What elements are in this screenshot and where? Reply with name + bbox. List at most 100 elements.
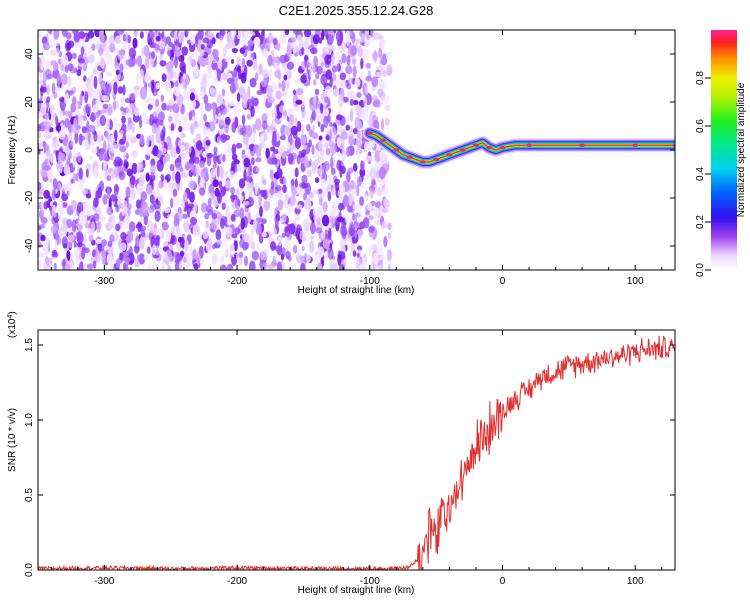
- noise-speckle: [212, 62, 219, 70]
- noise-speckle: [43, 189, 51, 199]
- noise-speckle: [253, 36, 261, 47]
- noise-speckle: [160, 174, 164, 180]
- noise-speckle: [357, 176, 362, 187]
- noise-speckle: [218, 153, 223, 162]
- noise-speckle: [374, 71, 382, 78]
- noise-speckle: [241, 58, 246, 67]
- spectrogram-x-tick-label: -100: [360, 276, 380, 287]
- noise-speckle: [233, 103, 241, 116]
- noise-speckle: [52, 59, 57, 72]
- noise-speckle: [117, 191, 122, 201]
- noise-speckle: [328, 128, 332, 142]
- noise-speckle: [266, 125, 272, 133]
- noise-speckle: [161, 148, 167, 154]
- signal-trace-peak: [579, 143, 586, 147]
- noise-speckle: [350, 45, 357, 56]
- noise-speckle: [346, 55, 351, 66]
- noise-speckle: [56, 168, 63, 174]
- noise-speckle: [313, 94, 317, 106]
- noise-speckle: [98, 72, 103, 82]
- noise-speckle: [195, 252, 201, 265]
- noise-speckle: [128, 252, 135, 265]
- noise-speckle: [161, 261, 166, 270]
- noise-speckle: [249, 77, 257, 88]
- noise-speckle: [283, 74, 288, 81]
- noise-speckle: [230, 213, 236, 222]
- noise-speckle: [292, 244, 298, 254]
- noise-speckle: [383, 199, 390, 208]
- noise-speckle: [136, 162, 141, 175]
- snr-frame: [37, 329, 676, 571]
- noise-speckle: [345, 146, 351, 157]
- noise-speckle: [321, 231, 326, 241]
- noise-speckle: [290, 125, 298, 136]
- noise-speckle: [221, 88, 226, 97]
- noise-speckle: [69, 90, 74, 96]
- signal-trace-peak: [393, 148, 400, 152]
- noise-speckle: [129, 102, 136, 116]
- noise-speckle: [299, 181, 307, 190]
- noise-speckle: [312, 124, 316, 131]
- noise-speckle: [272, 37, 278, 46]
- noise-speckle: [156, 159, 164, 172]
- noise-speckle: [41, 209, 45, 216]
- noise-speckle: [238, 86, 246, 95]
- noise-speckle: [197, 30, 204, 40]
- noise-speckle: [155, 35, 161, 42]
- noise-speckle: [212, 179, 219, 188]
- noise-speckle: [300, 263, 306, 270]
- noise-speckle: [321, 178, 327, 188]
- spectrogram-y-axis: -40 -20 0 20 40: [24, 48, 675, 253]
- noise-speckle: [263, 200, 271, 212]
- noise-speckle: [95, 238, 103, 244]
- noise-speckle: [174, 50, 181, 57]
- noise-speckle: [241, 229, 247, 239]
- noise-speckle: [306, 254, 311, 263]
- noise-speckle: [300, 74, 307, 84]
- noise-speckle: [314, 159, 319, 170]
- noise-speckle: [166, 105, 170, 111]
- noise-speckle: [366, 34, 370, 40]
- noise-speckle: [78, 167, 84, 180]
- noise-speckle: [274, 218, 279, 231]
- noise-speckle: [173, 86, 181, 97]
- noise-speckle: [277, 236, 283, 247]
- noise-speckle: [237, 124, 244, 135]
- noise-speckle: [371, 76, 379, 88]
- noise-speckle: [360, 33, 366, 44]
- spectrogram-x-tick-label: 100: [627, 276, 644, 287]
- spectrogram-x-tick-label: -300: [94, 276, 114, 287]
- noise-speckle: [122, 218, 130, 231]
- noise-speckle: [381, 221, 387, 229]
- noise-speckle: [96, 146, 100, 157]
- noise-speckle: [68, 40, 75, 48]
- noise-speckle: [135, 235, 140, 248]
- noise-speckle: [242, 133, 249, 145]
- noise-speckle: [341, 244, 346, 254]
- noise-speckle: [261, 79, 267, 88]
- noise-speckle: [72, 96, 77, 105]
- noise-speckle: [54, 239, 58, 250]
- noise-speckle: [231, 256, 237, 266]
- noise-speckle: [383, 238, 388, 245]
- noise-speckle: [373, 50, 378, 63]
- noise-speckle: [373, 207, 380, 217]
- noise-speckle: [235, 64, 241, 72]
- noise-speckle: [252, 58, 258, 71]
- noise-speckle: [377, 262, 384, 269]
- noise-speckle: [118, 138, 126, 145]
- noise-speckle: [225, 42, 231, 50]
- noise-speckle: [151, 123, 158, 134]
- noise-speckle: [353, 162, 358, 172]
- noise-speckle: [239, 195, 244, 202]
- noise-speckle: [365, 75, 373, 82]
- snr-series-line: [38, 335, 675, 570]
- noise-speckle: [172, 195, 179, 208]
- noise-speckle: [86, 263, 94, 270]
- noise-speckle: [105, 131, 110, 140]
- noise-speckle: [80, 46, 85, 56]
- noise-speckle: [80, 63, 86, 69]
- signal-trace-peak: [433, 158, 440, 162]
- noise-speckle: [288, 114, 295, 126]
- noise-speckle: [222, 99, 230, 106]
